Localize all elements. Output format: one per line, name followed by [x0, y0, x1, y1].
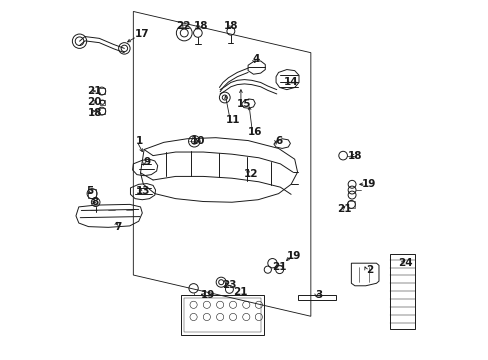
Text: 16: 16 — [247, 127, 262, 137]
Text: 11: 11 — [225, 115, 240, 125]
Text: 18: 18 — [223, 21, 238, 31]
Text: 19: 19 — [200, 291, 215, 301]
Text: 24: 24 — [397, 258, 411, 268]
Text: 2: 2 — [365, 265, 372, 275]
Text: 4: 4 — [252, 54, 260, 64]
Text: 23: 23 — [222, 280, 236, 290]
Text: 18: 18 — [87, 108, 102, 118]
Text: 19: 19 — [286, 251, 301, 261]
Text: 21: 21 — [87, 86, 102, 96]
Text: 18: 18 — [347, 150, 362, 161]
Text: 22: 22 — [176, 21, 190, 31]
Text: 6: 6 — [275, 136, 282, 146]
Text: 9: 9 — [143, 157, 150, 167]
Text: 10: 10 — [190, 136, 204, 146]
Text: 12: 12 — [243, 168, 258, 179]
Text: 19: 19 — [362, 179, 376, 189]
Text: 15: 15 — [236, 99, 251, 109]
Text: 7: 7 — [114, 222, 122, 232]
Text: 21: 21 — [336, 204, 351, 215]
Text: 17: 17 — [135, 29, 149, 39]
Text: 5: 5 — [86, 186, 93, 197]
Text: 8: 8 — [91, 197, 98, 207]
Text: 14: 14 — [283, 77, 298, 87]
Text: 21: 21 — [272, 262, 286, 272]
Text: 21: 21 — [232, 287, 247, 297]
Text: 3: 3 — [315, 291, 322, 301]
Text: 18: 18 — [193, 21, 207, 31]
Text: 13: 13 — [136, 186, 150, 196]
Text: 1: 1 — [136, 136, 143, 146]
Text: 20: 20 — [87, 97, 102, 107]
